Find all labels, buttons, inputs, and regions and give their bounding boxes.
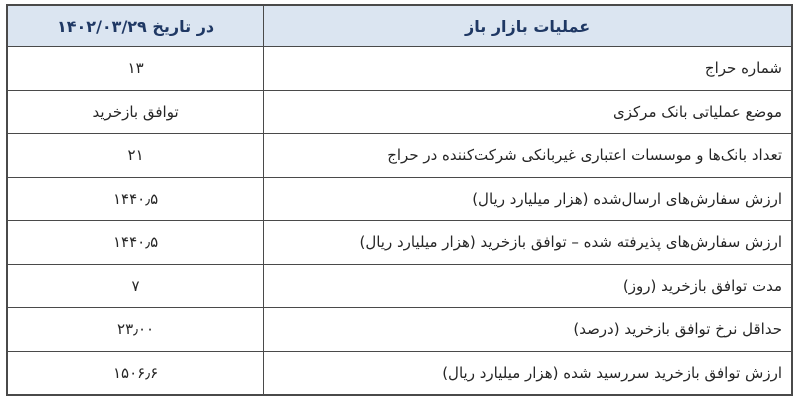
table-row: شماره حراج ۱۳ — [6, 46, 793, 91]
row-value-participating-banks-count: ۲۱ — [6, 133, 265, 178]
row-label-submitted-orders-value: ارزش سفارش‌های ارسال‌شده (هزار میلیارد ر… — [263, 176, 793, 221]
row-label-cb-operational-position: موضع عملیاتی بانک مرکزی — [263, 89, 793, 134]
table-row: ارزش توافق بازخرید سررسید شده (هزار میلی… — [6, 350, 793, 396]
table-row: موضع عملیاتی بانک مرکزی توافق بازخرید — [6, 89, 793, 134]
header-row: عملیات بازار باز در تاریخ ۱۴۰۲/۰۳/۲۹ — [6, 4, 793, 47]
row-label-repo-duration-days: مدت توافق بازخرید (روز) — [263, 263, 793, 308]
open-market-operations-table-wrap: عملیات بازار باز در تاریخ ۱۴۰۲/۰۳/۲۹ شما… — [6, 4, 793, 396]
row-label-accepted-orders-value: ارزش سفارش‌های پذیرفته شده – توافق بازخر… — [263, 220, 793, 265]
row-label-auction-number: شماره حراج — [263, 46, 793, 91]
table-row: حداقل نرخ توافق بازخرید (درصد) ۲۳٫۰۰ — [6, 307, 793, 352]
row-value-auction-number: ۱۳ — [6, 46, 265, 91]
table-row: ارزش سفارش‌های پذیرفته شده – توافق بازخر… — [6, 220, 793, 265]
row-value-repo-duration-days: ۷ — [6, 263, 265, 308]
row-value-min-repo-rate: ۲۳٫۰۰ — [6, 307, 265, 352]
table-row: مدت توافق بازخرید (روز) ۷ — [6, 263, 793, 308]
row-value-cb-operational-position: توافق بازخرید — [6, 89, 265, 134]
row-value-accepted-orders-value: ۱۴۴۰٫۵ — [6, 220, 265, 265]
open-market-operations-table: عملیات بازار باز در تاریخ ۱۴۰۲/۰۳/۲۹ شما… — [6, 4, 793, 396]
header-cell-operations-title: عملیات بازار باز — [263, 4, 793, 47]
table-row: ارزش سفارش‌های ارسال‌شده (هزار میلیارد ر… — [6, 176, 793, 221]
row-label-participating-banks-count: تعداد بانک‌ها و موسسات اعتباری غیربانکی … — [263, 133, 793, 178]
row-label-matured-repo-value: ارزش توافق بازخرید سررسید شده (هزار میلی… — [263, 350, 793, 396]
table-row: تعداد بانک‌ها و موسسات اعتباری غیربانکی … — [6, 133, 793, 178]
row-value-submitted-orders-value: ۱۴۴۰٫۵ — [6, 176, 265, 221]
row-value-matured-repo-value: ۱۵۰۶٫۶ — [6, 350, 265, 396]
row-label-min-repo-rate: حداقل نرخ توافق بازخرید (درصد) — [263, 307, 793, 352]
header-cell-date: در تاریخ ۱۴۰۲/۰۳/۲۹ — [6, 4, 265, 47]
